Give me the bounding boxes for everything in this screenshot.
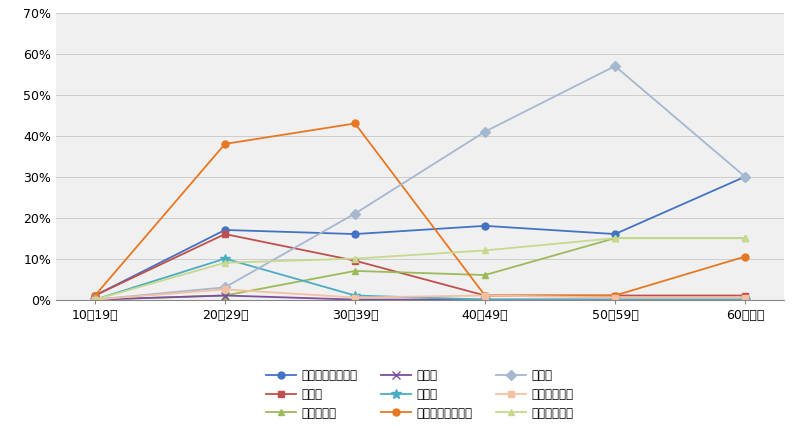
就職・転職・転業 (90, 293, 100, 298)
Legend: 就職・転職・転業, 転　動, 退職・廃業, 就　学, 卒　業, 結婚・離婚・縁組, 住　宅, 交通の利便性, 生活の利便性: 就職・転職・転業, 転 動, 退職・廃業, 就 学, 卒 業, 結婚・離婚・縁組… (260, 363, 580, 425)
交通の利便性 (220, 287, 230, 292)
住　宅 (740, 174, 750, 179)
生活の利便性 (90, 297, 100, 302)
退職・廃業 (480, 273, 490, 278)
Line: 就職・転職・転業: 就職・転職・転業 (91, 173, 749, 299)
生活の利便性 (480, 248, 490, 253)
生活の利便性 (220, 260, 230, 265)
卒　業 (350, 293, 360, 298)
Line: 卒　業: 卒 業 (90, 254, 750, 304)
転　動 (480, 293, 490, 298)
交通の利便性 (610, 295, 620, 300)
退職・廃業 (220, 293, 230, 298)
転　動 (220, 232, 230, 237)
住　宅 (220, 285, 230, 290)
交通の利便性 (740, 295, 750, 300)
就　学 (480, 297, 490, 302)
生活の利便性 (740, 235, 750, 241)
結婚・離婚・縁組 (610, 293, 620, 298)
就職・転職・転業 (220, 227, 230, 232)
Line: 生活の利便性: 生活の利便性 (91, 235, 749, 303)
結婚・離婚・縁組 (220, 141, 230, 146)
住　宅 (480, 129, 490, 134)
住　宅 (90, 297, 100, 302)
交通の利便性 (350, 295, 360, 300)
Line: 住　宅: 住 宅 (91, 62, 749, 303)
Line: 転　動: 転 動 (91, 231, 749, 299)
就　学 (610, 297, 620, 302)
Line: 就　学: 就 学 (91, 291, 749, 304)
Line: 結婚・離婚・縁組: 結婚・離婚・縁組 (91, 120, 749, 299)
Line: 退職・廃業: 退職・廃業 (91, 235, 749, 303)
就　学 (740, 297, 750, 302)
結婚・離婚・縁組 (350, 121, 360, 126)
卒　業 (610, 297, 620, 302)
就　学 (90, 297, 100, 302)
結婚・離婚・縁組 (480, 293, 490, 298)
交通の利便性 (480, 293, 490, 298)
退職・廃業 (90, 297, 100, 302)
Line: 交通の利便性: 交通の利便性 (92, 287, 748, 302)
交通の利便性 (90, 297, 100, 302)
就職・転職・転業 (480, 223, 490, 229)
就　学 (350, 297, 360, 302)
生活の利便性 (350, 256, 360, 261)
転　動 (740, 293, 750, 298)
住　宅 (350, 211, 360, 216)
就　学 (220, 293, 230, 298)
就職・転職・転業 (350, 232, 360, 237)
転　動 (350, 258, 360, 263)
転　動 (90, 293, 100, 298)
退職・廃業 (740, 235, 750, 241)
結婚・離婚・縁組 (90, 293, 100, 298)
退職・廃業 (610, 235, 620, 241)
就職・転職・転業 (610, 232, 620, 237)
住　宅 (610, 63, 620, 68)
結婚・離婚・縁組 (740, 254, 750, 259)
卒　業 (740, 297, 750, 302)
就職・転職・転業 (740, 174, 750, 179)
卒　業 (480, 297, 490, 302)
生活の利便性 (610, 235, 620, 241)
卒　業 (90, 297, 100, 302)
転　動 (610, 293, 620, 298)
卒　業 (220, 256, 230, 261)
退職・廃業 (350, 268, 360, 273)
